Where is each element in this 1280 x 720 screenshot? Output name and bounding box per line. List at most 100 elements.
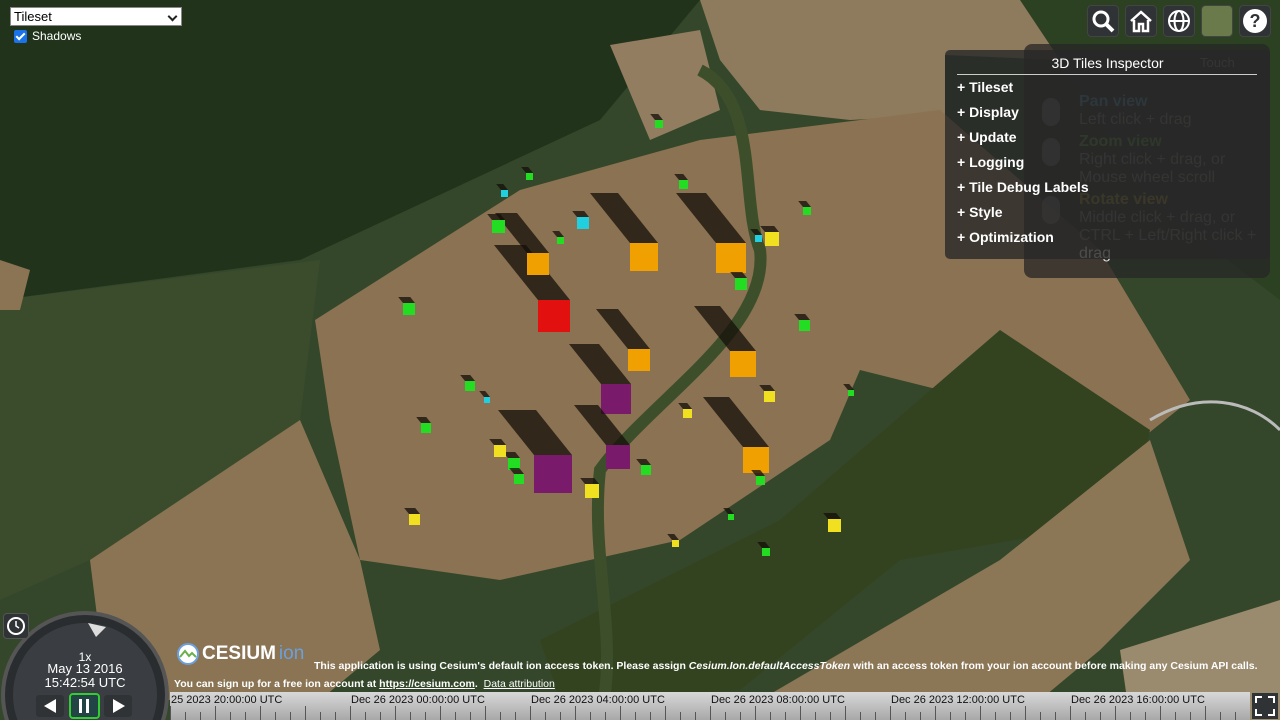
building (501, 190, 508, 197)
cesium-logo[interactable]: CESIUM ion (176, 642, 304, 666)
timeline-tick (770, 712, 771, 720)
timeline-tick (170, 706, 171, 720)
timeline-tick (1040, 712, 1041, 720)
shadow (759, 385, 775, 391)
timeline-tick (695, 712, 696, 720)
timeline-label: Dec 26 2023 00:00:00 UTC (351, 694, 485, 706)
icon (1130, 10, 1152, 33)
timeline-tick (1085, 712, 1086, 720)
timeline-tick (410, 712, 411, 720)
building (421, 423, 431, 433)
timeline-tick (575, 706, 576, 720)
timeline-tick (455, 712, 456, 720)
inspector-section[interactable]: + Display (957, 104, 1019, 120)
timeline-tick (1070, 706, 1071, 720)
shadow (678, 403, 692, 409)
timeline-tick (965, 712, 966, 720)
timeline-tick (620, 706, 621, 720)
shadow (750, 229, 762, 235)
timeline-tick (560, 712, 561, 720)
timeline-tick (290, 712, 291, 720)
clock-button[interactable] (3, 613, 29, 639)
shadow (723, 508, 734, 514)
inspector-section[interactable]: + Logging (957, 154, 1025, 170)
link[interactable]: https://cesium.com (379, 678, 475, 690)
shadow (674, 174, 688, 180)
timeline-tick (530, 706, 531, 720)
building (655, 120, 663, 128)
message: This application is using Cesium's defau… (314, 660, 689, 672)
timeline[interactable]: 25 2023 20:00:00 UTC Dec 26 2023 00:00:00… (170, 692, 1250, 720)
timeline-tick (1025, 706, 1026, 720)
data-attribution[interactable]: Data attribution (483, 678, 555, 690)
shadow (667, 534, 679, 540)
inspector-section[interactable]: + Style (957, 204, 1003, 220)
timeline-tick (485, 706, 486, 720)
shadow (460, 375, 475, 381)
animation-widget (1, 611, 169, 720)
timeline-tick (335, 712, 336, 720)
timeline-tick (1220, 712, 1221, 720)
timeline-tick (1175, 712, 1176, 720)
timeline-tick (845, 706, 846, 720)
shadow (823, 513, 841, 519)
base-layer-button[interactable] (1201, 5, 1233, 37)
icon: ? (1243, 9, 1267, 33)
timeline-tick (350, 706, 351, 720)
shadow (521, 167, 533, 173)
shadow (498, 410, 572, 455)
svg-text:?: ? (1250, 11, 1261, 31)
timeline-tick (1190, 712, 1191, 720)
building (848, 390, 854, 396)
scene-mode-button[interactable] (1163, 5, 1195, 37)
timeline-tick (710, 706, 711, 720)
tileset-select[interactable]: Tileset (10, 7, 182, 26)
shadow (572, 211, 589, 217)
timeline-tick (815, 712, 816, 720)
building (557, 237, 564, 244)
checkbox[interactable] (14, 29, 27, 43)
shadow (479, 391, 490, 397)
building (756, 476, 765, 485)
building (743, 447, 769, 473)
building (534, 455, 572, 493)
shadow (398, 297, 415, 303)
building (641, 465, 651, 475)
icon (1255, 696, 1275, 716)
fullscreen-button[interactable] (1252, 693, 1278, 719)
building (728, 514, 734, 520)
shadow (487, 214, 505, 220)
timeline-tick (500, 712, 501, 720)
building (601, 384, 631, 414)
timeline-tick (200, 712, 201, 720)
timeline-tick (515, 712, 516, 720)
timeline-tick (860, 712, 861, 720)
icon (7, 617, 25, 635)
timeline-label: Dec 26 2023 16:00:00 UTC (1071, 694, 1205, 706)
building (716, 243, 746, 273)
building (585, 484, 599, 498)
search-button[interactable] (1087, 5, 1119, 37)
timeline-tick (185, 712, 186, 720)
building (492, 220, 505, 233)
timeline-tick (1055, 712, 1056, 720)
shadow (596, 309, 650, 349)
inspector-section[interactable]: + Optimization (957, 229, 1054, 245)
help-button[interactable]: ? (1239, 5, 1271, 37)
building (735, 278, 747, 290)
building (577, 217, 589, 229)
shadows-toggle[interactable]: Shadows (14, 29, 81, 43)
timeline-tick (680, 712, 681, 720)
timeline-label: Dec 26 2023 08:00:00 UTC (711, 694, 845, 706)
building (628, 349, 650, 371)
building (494, 445, 506, 457)
inspector-section[interactable]: + Tileset (957, 79, 1014, 95)
shadow (694, 306, 756, 351)
shadow (703, 397, 769, 447)
logo-text: CESIUM (202, 643, 276, 664)
home-button[interactable] (1125, 5, 1157, 37)
inspector-section[interactable]: + Tile Debug Labels (957, 179, 1089, 195)
building (527, 253, 549, 275)
inspector-section[interactable]: + Update (957, 129, 1017, 145)
